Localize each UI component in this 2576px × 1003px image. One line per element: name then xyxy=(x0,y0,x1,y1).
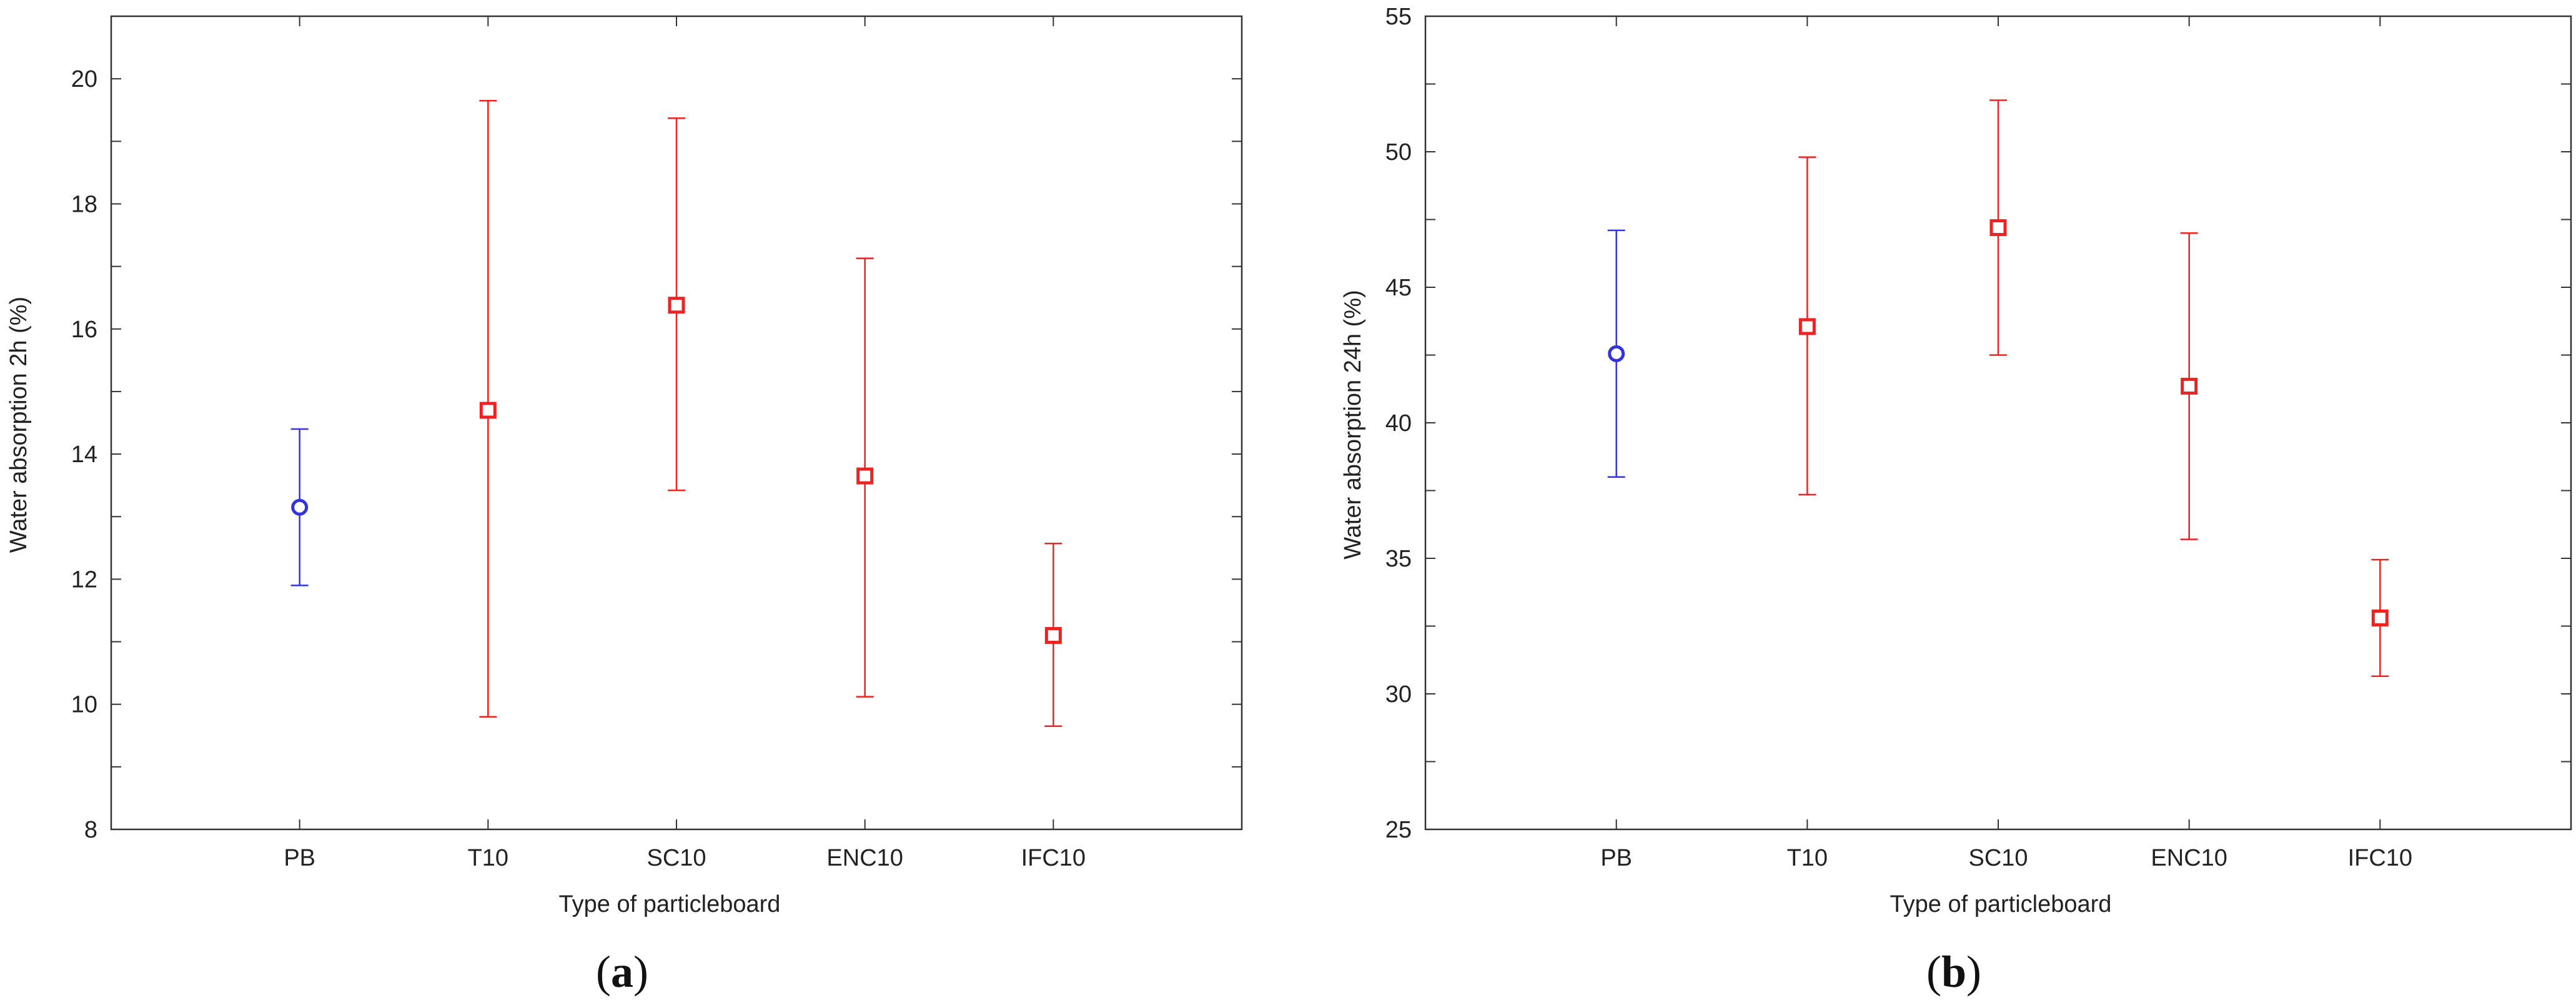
chart-panel-b: Water absorption 24h (%) Type of particl… xyxy=(1340,4,2572,997)
x-tick-label-sc10-b: SC10 xyxy=(1968,845,2028,871)
point-ifc10-b xyxy=(2371,558,2389,678)
x-axis-title-a: Type of particleboard xyxy=(559,891,781,917)
y-tick-label-a: 18 xyxy=(71,191,97,217)
y-tick-label-a: 12 xyxy=(71,566,97,593)
x-tick-label-ifc10-b: IFC10 xyxy=(2348,845,2412,871)
x-tick-label-ifc10-a: IFC10 xyxy=(1021,845,1086,871)
chart-panel-a: Water absorption 2h (%) Type of particle… xyxy=(6,15,1243,997)
point-enc10-b xyxy=(2180,232,2198,540)
y-tick-label-b: 50 xyxy=(1385,139,1412,166)
y-tick-label-b: 30 xyxy=(1385,681,1412,708)
panel-label-letter-b: b xyxy=(1941,947,1966,997)
mean-marker-sc10-b xyxy=(1989,219,2007,237)
mean-marker-pb-a xyxy=(291,498,309,516)
y-tick-label-b: 45 xyxy=(1385,275,1412,301)
y-axis-title-b: Water absorption 24h (%) xyxy=(1340,290,1366,560)
y-tick-label-b: 35 xyxy=(1385,546,1412,572)
point-sc10-a xyxy=(668,117,685,492)
x-tick-label-pb-a: PB xyxy=(284,845,315,871)
point-pb-b xyxy=(1607,229,1625,478)
x-tick-label-t10-a: T10 xyxy=(468,845,508,871)
y-tick-label-a: 8 xyxy=(84,817,97,843)
point-t10-b xyxy=(1798,156,1816,496)
point-sc10-b xyxy=(1989,99,2007,356)
panel-label-letter-a: a xyxy=(611,947,633,997)
point-enc10-a xyxy=(856,257,874,698)
point-ifc10-a xyxy=(1044,543,1063,727)
panel-label-b: (b) xyxy=(1926,947,1981,997)
x-tick-label-sc10-a: SC10 xyxy=(646,845,706,871)
mean-marker-t10-a xyxy=(479,402,497,419)
mean-marker-sc10-a xyxy=(668,297,685,314)
y-tick-label-a: 20 xyxy=(71,66,97,92)
x-tick-label-t10-b: T10 xyxy=(1787,845,1828,871)
panel-label-a: (a) xyxy=(596,947,648,997)
x-tick-label-enc10-a: ENC10 xyxy=(826,845,903,871)
x-tick-label-enc10-b: ENC10 xyxy=(2151,845,2227,871)
mean-marker-pb-b xyxy=(1608,345,1625,362)
x-axis-title-b: Type of particleboard xyxy=(1890,891,2112,917)
mean-marker-ifc10-a xyxy=(1044,627,1062,645)
mean-marker-ifc10-b xyxy=(2371,609,2389,626)
x-tick-label-pb-b: PB xyxy=(1600,845,1632,871)
y-tick-label-b: 25 xyxy=(1385,817,1412,843)
mean-marker-enc10-a xyxy=(856,467,874,485)
y-tick-label-a: 16 xyxy=(71,317,97,343)
mean-marker-t10-b xyxy=(1798,318,1816,335)
y-tick-label-b: 55 xyxy=(1385,4,1412,30)
y-tick-label-a: 14 xyxy=(71,442,97,468)
y-tick-label-a: 10 xyxy=(71,692,97,718)
y-tick-label-b: 40 xyxy=(1385,410,1412,437)
point-pb-a xyxy=(290,428,309,586)
y-axis-title-a: Water absorption 2h (%) xyxy=(6,297,32,553)
mean-marker-enc10-b xyxy=(2181,377,2198,395)
point-t10-a xyxy=(479,99,497,718)
